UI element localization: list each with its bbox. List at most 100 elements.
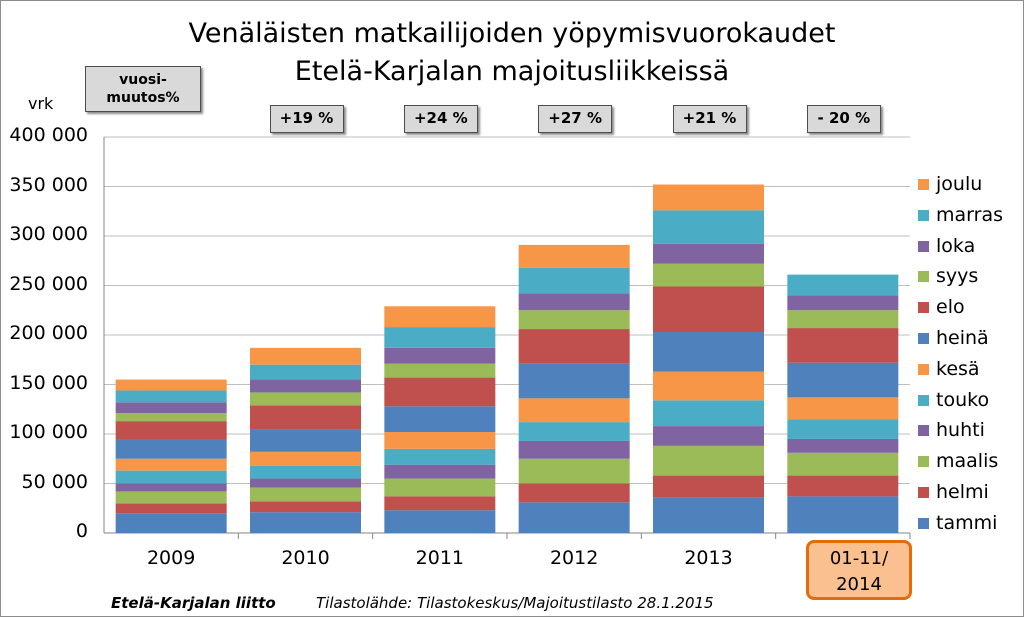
bar-segment-elo [384, 377, 496, 407]
y-tick-label: 150 000 [9, 371, 88, 394]
bar-segment-kesä [787, 397, 899, 420]
yoy-change-badge: +27 % [538, 105, 613, 133]
bar-segment-huhti [653, 426, 764, 446]
bar-segment-elo [518, 329, 630, 364]
bar-segment-elo [250, 405, 361, 430]
bar-segment-elo [115, 421, 227, 440]
bar-segment-kesä [115, 458, 227, 471]
legend-swatch [918, 271, 929, 283]
yoy-change-badge: +19 % [269, 105, 344, 133]
legend-label: kesä [936, 357, 980, 380]
bar-segment-syys [384, 363, 496, 378]
yoy-change-badge: - 20 % [806, 105, 881, 133]
bar-segment-marras [384, 327, 496, 348]
legend-swatch [918, 209, 929, 221]
bar-segment-tammi [787, 496, 899, 533]
legend-label: syys [936, 265, 979, 288]
legend-label: heinä [936, 327, 989, 349]
bar-segment-huhti [250, 478, 361, 488]
bar-segment-helmi [384, 496, 496, 511]
bar-segment-marras [787, 274, 899, 296]
bar-segment-loka [518, 293, 630, 311]
legend-item-touko: touko [918, 386, 1024, 416]
bar-segment-elo [787, 328, 899, 363]
legend-swatch [918, 517, 929, 529]
y-tick-label: 100 000 [9, 421, 88, 443]
bar-segment-maalis [250, 487, 361, 502]
bar-segment-syys [653, 263, 764, 287]
bar-segment-heinä [653, 332, 764, 372]
x-tick-label: 2012 [549, 547, 599, 569]
legend-swatch [918, 302, 929, 314]
bar-segment-syys [787, 310, 899, 329]
legend-item-helmi: helmi [918, 478, 1024, 508]
bar-segment-touko [115, 470, 227, 484]
bar-segment-joulu [384, 306, 496, 328]
y-tick-label: 300 000 [9, 223, 88, 245]
bar-segment-maalis [518, 458, 630, 484]
bar-segment-marras [653, 210, 764, 244]
bar-segment-syys [250, 392, 361, 406]
bar-segment-joulu [653, 184, 764, 211]
y-tick-label: 50 000 [21, 470, 88, 493]
bar-segment-marras [115, 390, 227, 403]
bar-segment-loka [115, 402, 227, 414]
legend-item-marras: marras [918, 201, 1024, 231]
bar-segment-tammi [384, 510, 496, 533]
chart-subtitle: Etelä-Karjalan majoitusliikkeissä [294, 56, 730, 87]
bar-segment-loka [250, 379, 361, 393]
bar-segment-huhti [384, 464, 496, 479]
y-tick-label: 250 000 [9, 272, 88, 295]
legend-label: tammi [936, 511, 998, 534]
x-tick-label-highlighted: 01-11/ 2014 [806, 540, 912, 600]
footer-organization: Etelä-Karjalan liitto [111, 594, 276, 612]
legend-label: maalis [936, 450, 999, 473]
x-tick-label: 2011 [415, 547, 464, 569]
legend-item-elo: elo [918, 293, 1024, 323]
bar-segment-tammi [115, 513, 227, 533]
bar-segment-helmi [250, 501, 361, 513]
footer-source: Tilastolähde: Tilastokeskus/Majoitustila… [316, 594, 714, 612]
legend-item-joulu: joulu [918, 170, 1024, 200]
legend-label: huhti [936, 419, 985, 442]
legend-item-loka: loka [918, 232, 1024, 262]
bar-segment-tammi [653, 497, 764, 533]
legend-label: joulu [936, 173, 983, 195]
bar-segment-touko [250, 465, 361, 479]
bar-segment-kesä [653, 371, 764, 401]
legend-item-syys: syys [918, 262, 1024, 292]
bar-segment-loka [653, 243, 764, 264]
legend-swatch [918, 363, 929, 375]
legend-item-maalis: maalis [918, 447, 1024, 477]
bar-segment-maalis [787, 452, 899, 476]
bar-segment-heinä [518, 363, 630, 399]
bar-segment-marras [250, 364, 361, 380]
bar-segment-helmi [115, 503, 227, 514]
bar-segment-tammi [250, 512, 361, 533]
bar-segment-maalis [384, 478, 496, 497]
legend-item-kesä: kesä [918, 355, 1024, 385]
legend-swatch [918, 240, 929, 252]
bar-segment-heinä [115, 439, 227, 459]
legend-label: touko [936, 388, 990, 411]
y-tick-label: 200 000 [9, 322, 88, 344]
chart-title: Venäläisten matkailijoiden yöpymisvuorok… [188, 18, 836, 49]
bar-segment-tammi [518, 502, 630, 533]
y-tick-label: 0 [75, 520, 88, 542]
x-tick-label: 2013 [684, 547, 733, 569]
yoy-change-badge: +24 % [403, 105, 478, 133]
bar-segment-huhti [787, 438, 899, 453]
y-tick-label: 350 000 [9, 173, 88, 196]
legend-item-tammi: tammi [918, 509, 1024, 539]
yoy-change-badge: +21 % [672, 105, 747, 133]
bar-segment-touko [653, 400, 764, 427]
legend-item-heinä: heinä [918, 324, 1024, 354]
bar-segment-heinä [250, 429, 361, 452]
bar-segment-touko [518, 422, 630, 441]
bar-segment-huhti [518, 440, 630, 459]
bar-segment-syys [518, 310, 630, 330]
bar-segment-helmi [787, 475, 899, 497]
bar-segment-joulu [518, 244, 630, 268]
legend-swatch [918, 394, 929, 406]
